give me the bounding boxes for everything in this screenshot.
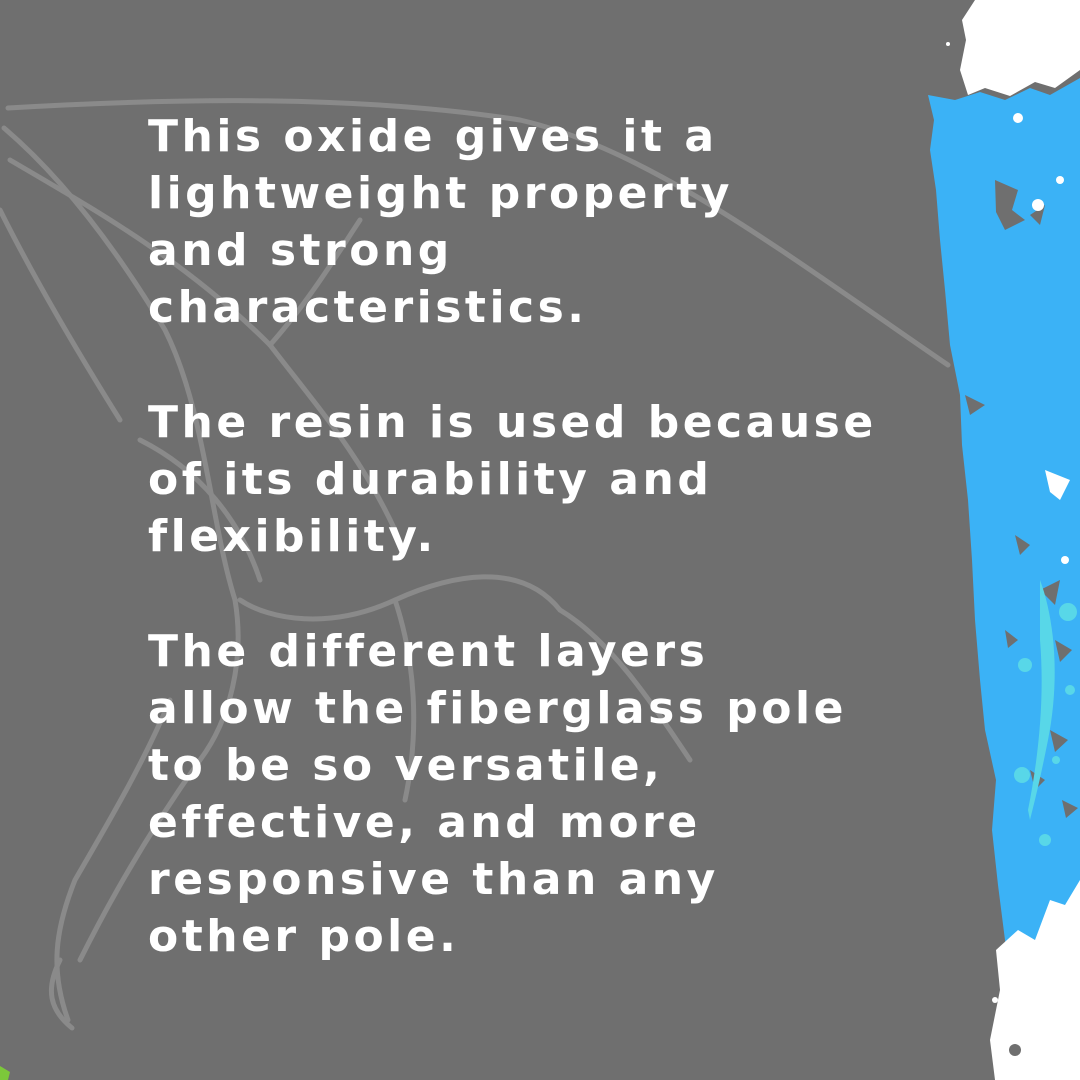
paragraph-oxide: This oxide gives it a lightweight proper… — [148, 108, 868, 336]
text-line: The different layers — [148, 626, 709, 677]
text-line: characteristics. — [148, 282, 588, 333]
text-line: This oxide gives it a — [148, 111, 718, 162]
text-line: flexibility. — [148, 511, 437, 562]
text-line: and strong — [148, 225, 453, 276]
text-line: to be so versatile, — [148, 740, 664, 791]
text-line: lightweight property — [148, 168, 733, 219]
white-paint-top — [960, 0, 1080, 96]
blue-paint-stroke — [928, 78, 1080, 1080]
text-line: responsive than any — [148, 854, 719, 905]
white-paint-bottom — [990, 880, 1080, 1080]
text-line: of its durability and — [148, 454, 713, 505]
text-line: allow the fiberglass pole — [148, 683, 847, 734]
text-line: effective, and more — [148, 797, 701, 848]
text-line: The resin is used because — [148, 397, 877, 448]
text-line: other pole. — [148, 911, 460, 962]
green-accent — [0, 1066, 10, 1080]
body-copy: This oxide gives it a lightweight proper… — [148, 108, 877, 1023]
paragraph-resin: The resin is used because of its durabil… — [148, 394, 877, 565]
paragraph-layers: The different layers allow the fiberglas… — [148, 623, 868, 965]
